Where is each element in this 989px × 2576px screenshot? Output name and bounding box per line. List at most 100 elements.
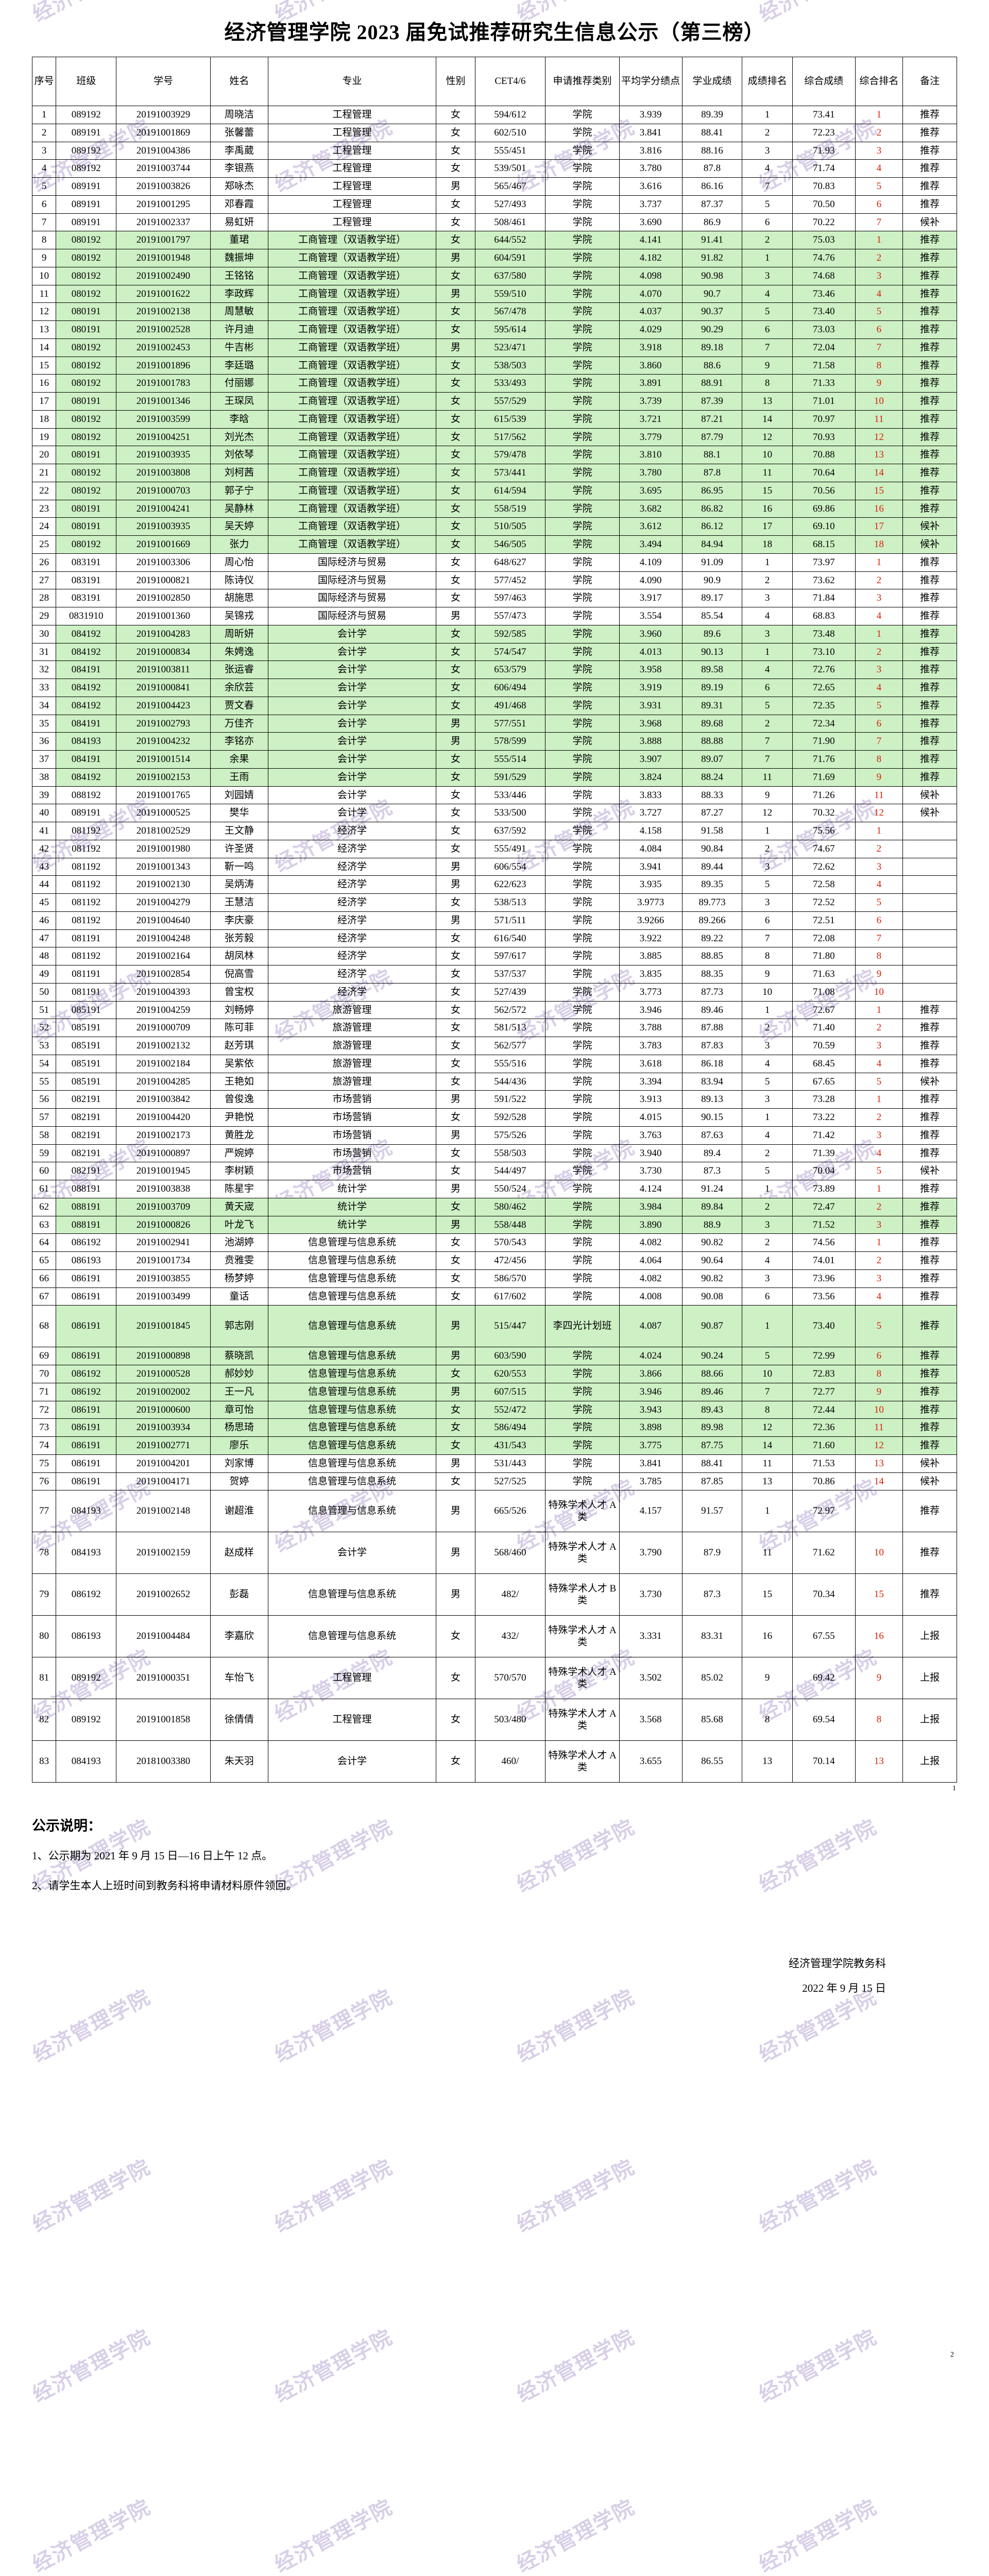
cell-note: 推荐 bbox=[902, 1287, 957, 1306]
cell-major: 信息管理与信息系统 bbox=[267, 1573, 437, 1616]
cell-gpa: 4.064 bbox=[619, 1251, 683, 1270]
cell-gpa: 3.888 bbox=[619, 732, 683, 751]
cell-gpa: 3.785 bbox=[619, 1472, 683, 1491]
cell-sid: 20191003935 bbox=[116, 517, 211, 536]
cell-comp: 74.56 bbox=[792, 1233, 856, 1252]
cell-cet: 555/516 bbox=[474, 1054, 546, 1073]
table-row: 72 086191 20191000600 章可怡 信息管理与信息系统女 552/472 学… bbox=[31, 1400, 957, 1419]
cell-name: 王雨 bbox=[210, 768, 268, 787]
cell-cet: 527/439 bbox=[474, 982, 546, 1002]
cell-major: 国际经济与贸易 bbox=[267, 553, 437, 572]
cell-name: 王文静 bbox=[210, 822, 268, 840]
cell-cat: 学院 bbox=[545, 642, 620, 662]
cell-sid: 20191003306 bbox=[116, 553, 211, 572]
cell-seq: 26 bbox=[31, 553, 57, 572]
cell-cls: 082191 bbox=[56, 1126, 117, 1145]
cell-note: 推荐 bbox=[902, 714, 957, 733]
cell-cat: 学院 bbox=[545, 1436, 620, 1455]
cell-seq: 56 bbox=[31, 1090, 57, 1109]
cell-cat: 学院 bbox=[545, 1180, 620, 1198]
cell-comp: 73.96 bbox=[792, 1269, 856, 1288]
cell-sex: 女 bbox=[436, 1144, 475, 1163]
cell-crank: 13 bbox=[855, 1740, 903, 1783]
cell-major: 工商管理（双语教学班） bbox=[267, 392, 437, 411]
cell-sid: 20191004285 bbox=[116, 1072, 211, 1091]
cell-crank: 9 bbox=[855, 768, 903, 787]
table-row: 70 086192 20191000528 郝妙妙 信息管理与信息系统女 620/553 学… bbox=[31, 1365, 957, 1383]
cell-rank: 2 bbox=[742, 231, 793, 249]
cell-name: 廖乐 bbox=[210, 1436, 268, 1455]
cell-gpa: 4.084 bbox=[619, 839, 683, 858]
cell-cls: 080192 bbox=[56, 231, 117, 249]
cell-sex: 女 bbox=[436, 1108, 475, 1127]
cell-cat: 学院 bbox=[545, 571, 620, 590]
cell-rank: 7 bbox=[742, 750, 793, 769]
cell-sex: 女 bbox=[436, 642, 475, 662]
cell-rank: 10 bbox=[742, 982, 793, 1002]
table-col-header-4: 专业 bbox=[267, 57, 437, 106]
cell-cat: 学院 bbox=[545, 1347, 620, 1365]
cell-name: 周心怡 bbox=[210, 553, 268, 572]
cell-score: 88.66 bbox=[681, 1365, 743, 1383]
cell-score: 87.37 bbox=[681, 195, 743, 214]
cell-sid: 20191000600 bbox=[116, 1400, 211, 1419]
cell-cet: 559/510 bbox=[474, 284, 546, 303]
page-number-2: 2 bbox=[950, 2351, 954, 2359]
cell-name: 牛吉彬 bbox=[210, 338, 268, 357]
cell-gpa: 3.946 bbox=[619, 1382, 683, 1401]
cell-sex: 男 bbox=[436, 1490, 475, 1533]
cell-sex: 女 bbox=[436, 1615, 475, 1658]
cell-comp: 72.44 bbox=[792, 1400, 856, 1419]
cell-score: 84.94 bbox=[681, 535, 743, 554]
signature-date: 2022 年 9 月 15 日 bbox=[802, 1981, 886, 1994]
cell-name: 靳一鸣 bbox=[210, 857, 268, 876]
cell-cat: 学院 bbox=[545, 929, 620, 948]
cell-crank: 3 bbox=[855, 1269, 903, 1288]
cell-seq: 32 bbox=[31, 660, 57, 679]
cell-major: 市场营销 bbox=[267, 1126, 437, 1145]
cell-cat: 学院 bbox=[545, 696, 620, 715]
cell-score: 87.79 bbox=[681, 428, 743, 447]
cell-cls: 080192 bbox=[56, 410, 117, 429]
cell-cet: 622/623 bbox=[474, 875, 546, 894]
cell-rank: 10 bbox=[742, 1365, 793, 1383]
table-row: 21 080192 20191003808 刘柯茜 工商管理（双语教学班）女 573/44… bbox=[31, 464, 957, 482]
cell-name: 彭磊 bbox=[210, 1573, 268, 1616]
cell-cat: 学院 bbox=[545, 1001, 620, 1020]
cell-rank: 14 bbox=[742, 1436, 793, 1455]
cell-name: 周昕妍 bbox=[210, 624, 268, 643]
cell-gpa: 3.984 bbox=[619, 1197, 683, 1216]
cell-crank: 9 bbox=[855, 1657, 903, 1700]
watermark-text: 经济管理学院 bbox=[270, 2495, 397, 2576]
cell-major: 工商管理（双语教学班） bbox=[267, 338, 437, 357]
cell-crank: 9 bbox=[855, 1382, 903, 1401]
cell-crank: 14 bbox=[855, 464, 903, 482]
cell-cat: 特殊学术人才 A 类 bbox=[545, 1657, 620, 1700]
cell-cat: 学院 bbox=[545, 1251, 620, 1270]
cell-crank: 4 bbox=[855, 1054, 903, 1073]
cell-sid: 20191002490 bbox=[116, 266, 211, 285]
cell-rank: 15 bbox=[742, 1573, 793, 1616]
cell-name: 王艳如 bbox=[210, 1072, 268, 1091]
cell-cls: 080191 bbox=[56, 499, 117, 518]
cell-comp: 71.39 bbox=[792, 1144, 856, 1163]
cell-note: 推荐 bbox=[902, 374, 957, 393]
cell-name: 吴炳涛 bbox=[210, 875, 268, 894]
cell-gpa: 3.940 bbox=[619, 1144, 683, 1163]
cell-crank: 6 bbox=[855, 195, 903, 214]
cell-cat: 学院 bbox=[545, 517, 620, 536]
cell-cls: 086191 bbox=[56, 1454, 117, 1473]
table-row: 68 086191 20191001845 郭志刚 信息管理与信息系统男 515/447 李… bbox=[31, 1305, 957, 1348]
cell-rank: 11 bbox=[742, 1532, 793, 1574]
cell-sex: 男 bbox=[436, 1126, 475, 1145]
note-item-1: 1、公示期为 2021 年 9 月 15 日—16 日上午 12 点。 bbox=[32, 1850, 273, 1862]
cell-rank: 16 bbox=[742, 1615, 793, 1658]
table-row: 53 085191 20191002132 赵芳琪 旅游管理女 562/577 学院 3.78… bbox=[31, 1037, 957, 1055]
cell-cls: 080192 bbox=[56, 284, 117, 303]
table-row: 24 080191 20191003935 吴天婷 工商管理（双语教学班）女 510/50… bbox=[31, 517, 957, 536]
cell-score: 83.31 bbox=[681, 1615, 743, 1658]
cell-cls: 080191 bbox=[56, 517, 117, 536]
cell-seq: 30 bbox=[31, 624, 57, 643]
cell-gpa: 3.331 bbox=[619, 1615, 683, 1658]
cell-comp: 72.58 bbox=[792, 875, 856, 894]
